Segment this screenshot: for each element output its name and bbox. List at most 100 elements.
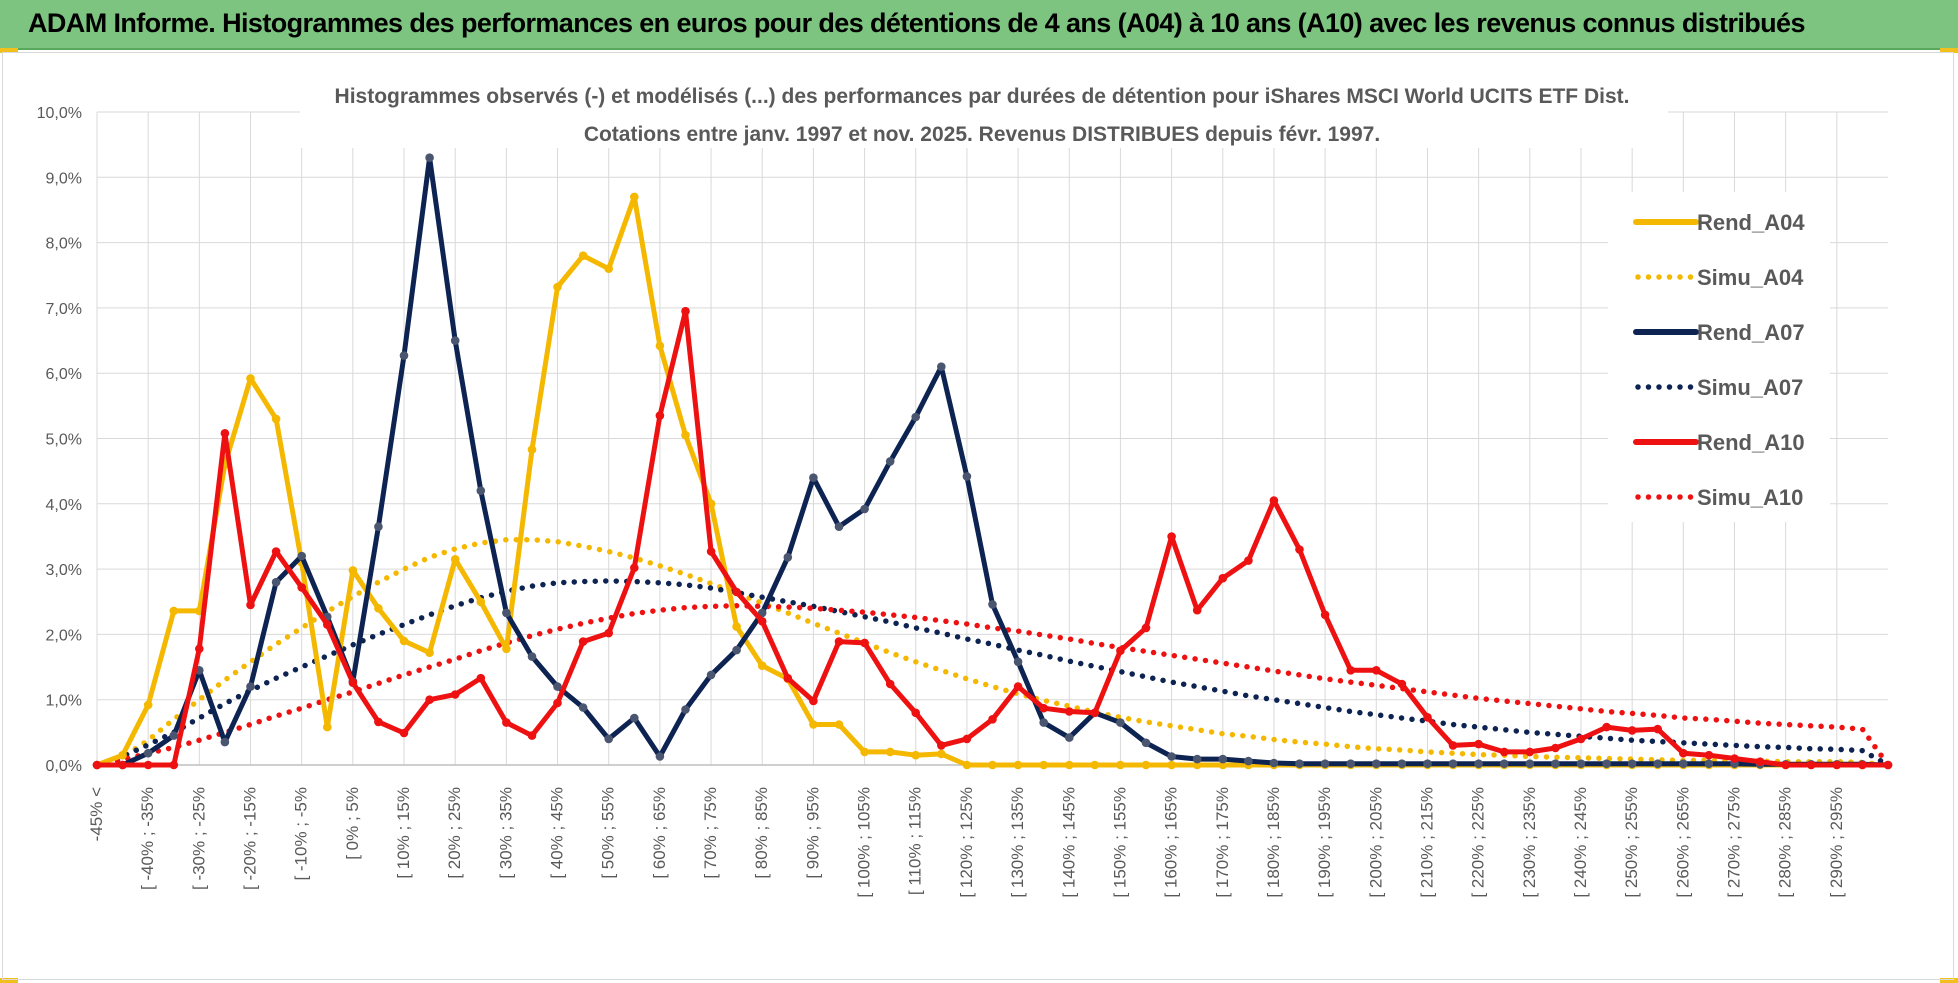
x-axis: -45% < [ -40% ; -35% [ -30% ; -25% [ -20% ;…: [87, 764, 1888, 898]
data-point: [655, 341, 665, 351]
data-point: [1141, 623, 1151, 633]
y-tick-label: 0,0%: [46, 758, 82, 775]
x-tick-label: [ 250% ; 255%: [1622, 787, 1641, 898]
data-point: [169, 606, 179, 616]
data-point: [323, 722, 332, 732]
data-point: [834, 522, 844, 531]
x-tick-label: [ -20% ; -15%: [241, 787, 260, 890]
data-point: [1832, 760, 1842, 770]
data-point: [246, 374, 255, 383]
x-tick-label: [ 100% ; 105%: [855, 787, 874, 898]
data-point: [962, 760, 972, 770]
x-tick-label: [ 150% ; 155%: [1110, 787, 1129, 898]
legend-label: Simu_A10: [1697, 485, 1803, 510]
x-tick-label: [ 90% ; 95%: [803, 787, 822, 879]
legend-background: [1608, 192, 1830, 522]
data-point: [553, 682, 562, 691]
data-point: [374, 522, 383, 531]
data-point: [834, 720, 844, 729]
data-point: [1602, 722, 1611, 732]
series-line: [94, 602, 1891, 768]
data-point: [1320, 759, 1330, 768]
data-point: [553, 282, 562, 292]
data-point: [1372, 759, 1381, 768]
data-point: [297, 583, 307, 592]
x-tick-label: [ 70% ; 75%: [701, 787, 720, 879]
data-point: [1116, 718, 1125, 727]
data-point: [220, 429, 230, 438]
data-point: [1116, 646, 1125, 655]
data-point: [732, 622, 741, 631]
data-point: [1576, 759, 1586, 768]
data-point: [937, 362, 946, 372]
data-point: [911, 750, 920, 760]
data-point: [1576, 734, 1586, 744]
legend-entry: Rend_A07: [1633, 320, 1805, 345]
data-point: [450, 555, 460, 564]
data-point: [1295, 545, 1304, 554]
data-point: [860, 747, 869, 757]
data-point: [655, 411, 665, 420]
data-point: [1218, 754, 1228, 764]
x-tick-label: [ 110% ; 115%: [906, 787, 925, 895]
x-tick-label: [ 170% ; 175%: [1213, 787, 1232, 898]
data-point: [1372, 666, 1381, 675]
y-axis: 0,0% 1,0% 2,0% 3,0% 4,0% 5,0% 6,0% 7,0% 8,0% 9,0%…: [37, 105, 82, 775]
x-tick-label: [ 50% ; 55%: [599, 787, 618, 879]
data-point: [706, 547, 716, 556]
series-simu-a10: [94, 602, 1891, 768]
data-point: [553, 698, 562, 708]
data-point: [578, 703, 588, 712]
data-point: [706, 499, 716, 509]
chart-title: Histogrammes observés (-) et modélisés (…: [335, 85, 1630, 108]
x-tick-label: [ 40% ; 45%: [548, 787, 567, 879]
data-point: [988, 760, 997, 770]
banner-title: ADAM Informe. Histogrammes des performan…: [28, 8, 1805, 38]
data-point: [1653, 759, 1662, 768]
y-tick-label: 3,0%: [46, 562, 82, 579]
data-point: [885, 457, 895, 466]
x-tick-label: [ 210% ; 215%: [1417, 787, 1436, 898]
series-layer: [92, 153, 1893, 770]
data-point: [502, 608, 511, 618]
data-point: [783, 673, 793, 683]
data-point: [1730, 754, 1739, 763]
data-point: [348, 678, 358, 687]
data-point: [962, 734, 972, 744]
data-point: [1090, 708, 1100, 718]
data-point: [1244, 556, 1253, 565]
chart-subtitle: Cotations entre janv. 1997 et nov. 2025.…: [584, 123, 1380, 146]
data-point: [911, 412, 920, 422]
data-point: [681, 430, 690, 440]
data-point: [527, 652, 537, 661]
data-point: [1167, 532, 1176, 541]
data-point: [911, 708, 920, 718]
data-point: [1806, 760, 1816, 770]
data-point: [92, 760, 102, 770]
data-point: [1116, 760, 1125, 770]
data-point: [1065, 707, 1074, 716]
legend-label: Rend_A07: [1697, 320, 1805, 345]
x-tick-label: [ 60% ; 65%: [650, 787, 669, 879]
data-point: [1013, 682, 1023, 691]
data-point: [425, 648, 434, 657]
data-point: [1013, 657, 1023, 667]
data-point: [1192, 754, 1202, 764]
data-point: [885, 679, 895, 689]
data-point: [297, 551, 307, 561]
data-point: [1627, 726, 1637, 735]
data-point: [860, 638, 869, 648]
x-tick-label: [ 220% ; 225%: [1469, 787, 1488, 898]
data-point: [246, 600, 255, 610]
data-point: [809, 473, 818, 483]
data-point: [1423, 759, 1432, 768]
data-point: [1320, 610, 1330, 620]
title-background: [300, 76, 1668, 148]
data-point: [1883, 760, 1893, 770]
corner-mark: [1940, 48, 1958, 53]
data-point: [374, 717, 383, 727]
data-point: [681, 306, 690, 316]
data-point: [1704, 759, 1714, 768]
data-point: [348, 566, 358, 575]
series-simu-a04: [94, 536, 1891, 768]
